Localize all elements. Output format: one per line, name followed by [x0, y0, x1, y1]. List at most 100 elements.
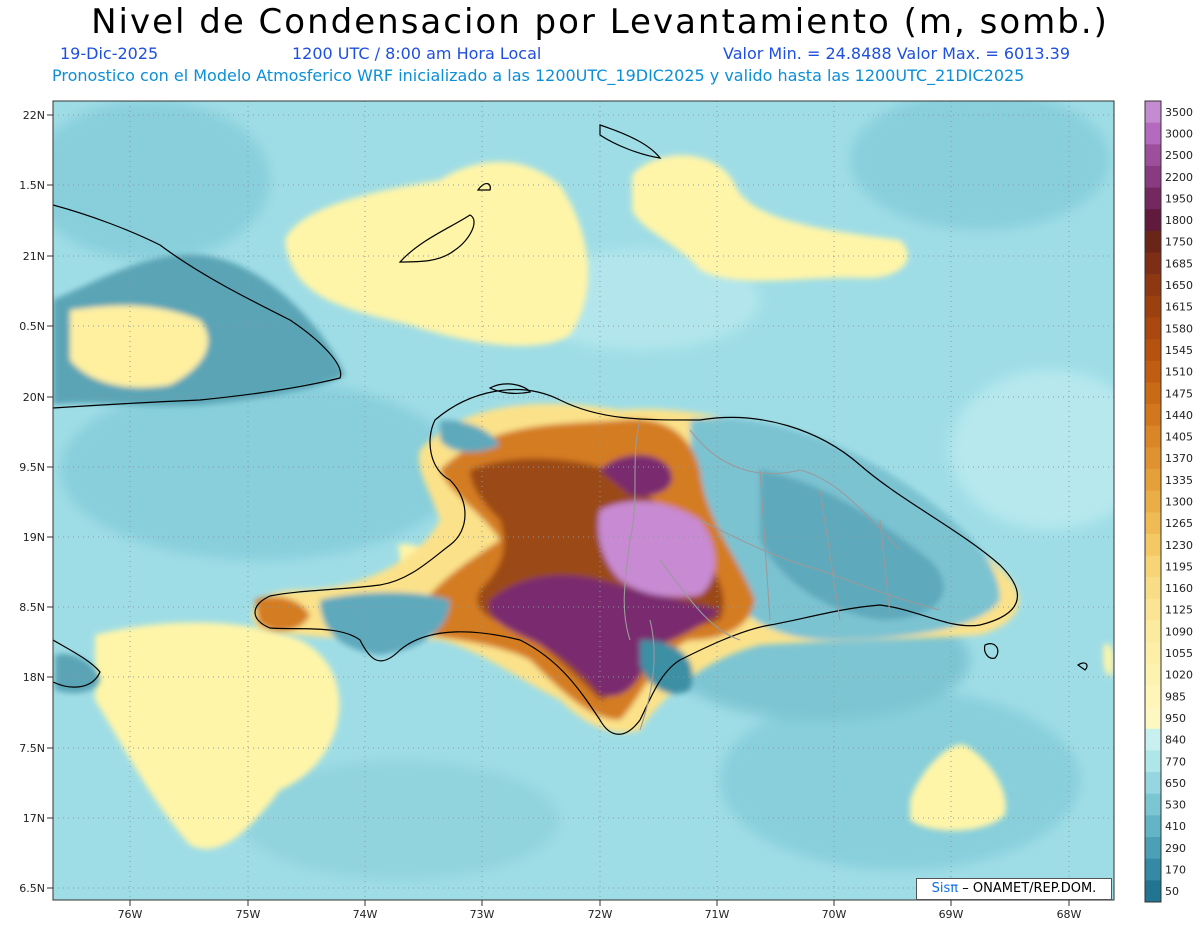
credit-text: – ONAMET/REP.DOM. [962, 881, 1097, 896]
colorbar-label: 1615 [1165, 301, 1193, 314]
lon-label: 76W [118, 908, 143, 921]
colorbar-label: 3000 [1165, 127, 1193, 140]
lat-label: 7.5N [19, 742, 45, 755]
longitude-labels: 76W 75W 74W 73W 72W 71W 70W 69W 68W [118, 908, 1082, 921]
colorbar-swatch [1145, 642, 1161, 665]
colorbar-label: 1265 [1165, 517, 1193, 530]
colorbar-label: 1370 [1165, 452, 1193, 465]
model-info: Pronostico con el Modelo Atmosferico WRF… [52, 66, 1025, 85]
colorbar-swatch [1145, 707, 1161, 730]
colorbar-label: 410 [1165, 820, 1186, 833]
colorbar-swatch [1145, 512, 1161, 535]
shaded-field [53, 101, 1114, 900]
colorbar-swatch [1145, 793, 1161, 816]
colorbar-label: 530 [1165, 799, 1186, 812]
colorbar-swatch [1145, 101, 1161, 124]
colorbar-swatch [1145, 772, 1161, 795]
axis-ticks [47, 114, 1070, 906]
colorbar-label: 290 [1165, 842, 1186, 855]
colorbar-swatch [1145, 382, 1161, 405]
colorbar-label: 2200 [1165, 171, 1193, 184]
colorbar-swatch [1145, 577, 1161, 600]
colorbar-label: 1020 [1165, 669, 1193, 682]
colorbar-label: 950 [1165, 712, 1186, 725]
colorbar-swatch [1145, 858, 1161, 881]
colorbar-label: 2500 [1165, 149, 1193, 162]
colorbar-swatch [1145, 728, 1161, 751]
lon-label: 74W [353, 908, 378, 921]
colorbar-swatch [1145, 469, 1161, 492]
colorbar-label: 1650 [1165, 279, 1193, 292]
lat-label: 20N [23, 391, 45, 404]
colorbar-label: 1440 [1165, 409, 1193, 422]
colorbar-swatch [1145, 122, 1161, 145]
colorbar-swatch [1145, 187, 1161, 210]
colorbar-label: 50 [1165, 885, 1179, 898]
lon-label: 75W [236, 908, 261, 921]
lat-label: 18N [23, 671, 45, 684]
colorbar-label: 1950 [1165, 192, 1193, 205]
colorbar-label: 1090 [1165, 625, 1193, 638]
lon-label: 68W [1057, 908, 1082, 921]
colorbar-label: 3500 [1165, 106, 1193, 119]
colorbar-label: 1125 [1165, 604, 1193, 617]
colorbar-swatch [1145, 685, 1161, 708]
colorbar-label: 1405 [1165, 431, 1193, 444]
sispi-logo: Sisπ [931, 881, 959, 896]
lat-label: 9.5N [19, 461, 45, 474]
colorbar-label: 1335 [1165, 474, 1193, 487]
forecast-time: 1200 UTC / 8:00 am Hora Local [292, 44, 542, 63]
colorbar-label: 840 [1165, 734, 1186, 747]
colorbar-swatch [1145, 144, 1161, 167]
lon-label: 70W [822, 908, 847, 921]
colorbar-swatch [1145, 317, 1161, 340]
colorbar-label: 1300 [1165, 496, 1193, 509]
colorbar-swatch [1145, 295, 1161, 318]
colorbar: 3500 3000 2500 2200 1950 1800 1750 1685 1650 1615… [1144, 100, 1193, 903]
colorbar-frame [1144, 100, 1162, 903]
colorbar-label: 1475 [1165, 387, 1193, 400]
value-range: Valor Min. = 24.8488 Valor Max. = 6013.3… [723, 44, 1071, 63]
colorbar-label: 1580 [1165, 322, 1193, 335]
gridlines [53, 101, 1114, 900]
colorbar-label: 1195 [1165, 560, 1193, 573]
colorbar-label: 1230 [1165, 539, 1193, 552]
lon-label: 72W [588, 908, 613, 921]
colorbar-swatch [1145, 533, 1161, 557]
colorbar-swatch [1145, 555, 1161, 578]
lat-label: 17N [23, 812, 45, 825]
credit-box: Sisπ – ONAMET/REP.DOM. [916, 878, 1112, 900]
latitude-labels: 22N 1.5N 21N 0.5N 20N 9.5N 19N 8.5N 18N … [19, 109, 45, 895]
colorbar-swatch [1145, 274, 1161, 297]
lat-label: 22N [23, 109, 45, 122]
colorbar-swatch [1145, 815, 1161, 838]
colorbar-swatch [1145, 620, 1161, 643]
colorbar-swatch [1145, 880, 1161, 903]
lon-label: 69W [939, 908, 964, 921]
coastlines [53, 124, 1088, 735]
colorbar-swatch [1145, 490, 1161, 513]
lat-label: 8.5N [19, 601, 45, 614]
plot-frame [52, 100, 1115, 901]
colorbar-label: 1800 [1165, 214, 1193, 227]
colorbar-label: 985 [1165, 690, 1186, 703]
hispaniola-field [252, 403, 1019, 733]
colorbar-label: 1685 [1165, 257, 1193, 270]
colorbar-swatch [1145, 209, 1161, 232]
lat-label: 19N [23, 531, 45, 544]
colorbar-swatch [1145, 252, 1161, 275]
province-borders [623, 419, 941, 731]
lat-label: 6.5N [19, 882, 45, 895]
colorbar-label: 1055 [1165, 647, 1193, 660]
colorbar-swatch [1145, 425, 1161, 448]
lon-label: 73W [470, 908, 495, 921]
lon-label: 71W [705, 908, 730, 921]
colorbar-swatch [1145, 339, 1161, 362]
colorbar-swatch [1145, 404, 1161, 427]
colorbar-swatch [1145, 165, 1161, 189]
forecast-date: 19-Dic-2025 [60, 44, 159, 63]
lat-label: 1.5N [19, 179, 45, 192]
colorbar-label: 1160 [1165, 582, 1193, 595]
colorbar-label: 1545 [1165, 344, 1193, 357]
